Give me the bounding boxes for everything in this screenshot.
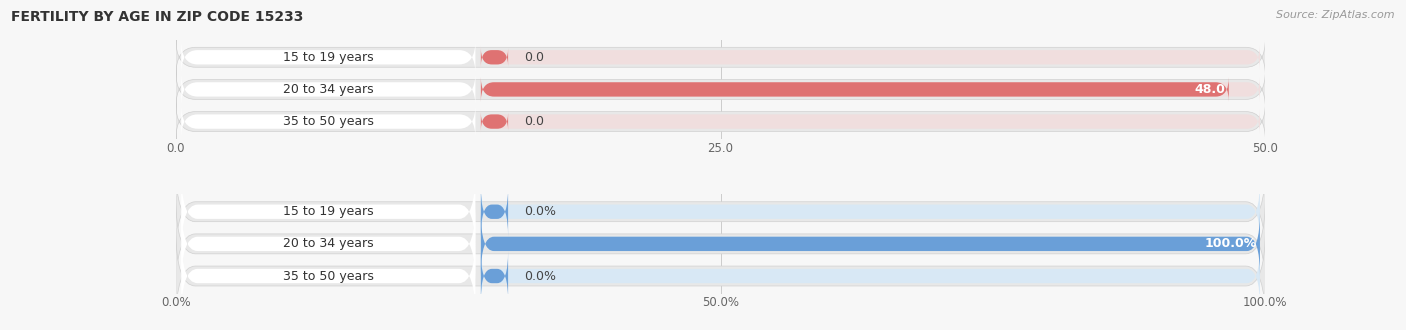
Text: 20 to 34 years: 20 to 34 years <box>283 83 374 96</box>
FancyBboxPatch shape <box>181 40 475 74</box>
FancyBboxPatch shape <box>181 73 475 106</box>
Text: 0.0%: 0.0% <box>524 205 557 218</box>
FancyBboxPatch shape <box>481 213 1260 275</box>
FancyBboxPatch shape <box>181 105 475 139</box>
FancyBboxPatch shape <box>176 103 1265 141</box>
Text: 0.0%: 0.0% <box>524 270 557 282</box>
FancyBboxPatch shape <box>481 213 1260 275</box>
FancyBboxPatch shape <box>176 38 1265 76</box>
Text: 100.0%: 100.0% <box>1205 237 1257 250</box>
FancyBboxPatch shape <box>176 164 1265 260</box>
FancyBboxPatch shape <box>481 187 508 237</box>
FancyBboxPatch shape <box>481 110 1260 134</box>
FancyBboxPatch shape <box>481 77 1260 102</box>
Text: 48.0: 48.0 <box>1195 83 1226 96</box>
Text: 0.0: 0.0 <box>524 115 544 128</box>
Text: 15 to 19 years: 15 to 19 years <box>283 205 374 218</box>
Text: 0.0: 0.0 <box>524 51 544 64</box>
Text: FERTILITY BY AGE IN ZIP CODE 15233: FERTILITY BY AGE IN ZIP CODE 15233 <box>11 10 304 24</box>
FancyBboxPatch shape <box>181 171 475 253</box>
FancyBboxPatch shape <box>481 113 508 130</box>
FancyBboxPatch shape <box>481 77 1229 102</box>
FancyBboxPatch shape <box>181 235 475 317</box>
FancyBboxPatch shape <box>481 245 1260 308</box>
FancyBboxPatch shape <box>176 196 1265 292</box>
FancyBboxPatch shape <box>481 45 1260 69</box>
FancyBboxPatch shape <box>176 71 1265 108</box>
Text: 35 to 50 years: 35 to 50 years <box>283 115 374 128</box>
Text: 20 to 34 years: 20 to 34 years <box>283 237 374 250</box>
Text: Source: ZipAtlas.com: Source: ZipAtlas.com <box>1277 10 1395 20</box>
FancyBboxPatch shape <box>481 49 508 66</box>
FancyBboxPatch shape <box>481 251 508 301</box>
Text: 35 to 50 years: 35 to 50 years <box>283 270 374 282</box>
FancyBboxPatch shape <box>481 180 1260 243</box>
FancyBboxPatch shape <box>176 228 1265 324</box>
Text: 15 to 19 years: 15 to 19 years <box>283 51 374 64</box>
FancyBboxPatch shape <box>181 203 475 285</box>
